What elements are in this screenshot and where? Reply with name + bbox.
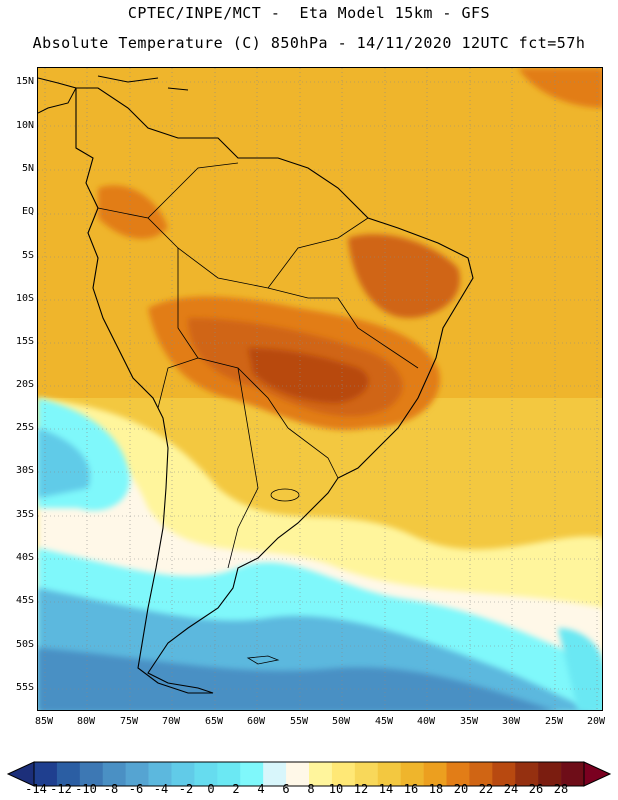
colorbar-cell	[171, 762, 195, 786]
lon-label-70w: 70W	[161, 716, 181, 727]
lon-label-20w: 20W	[586, 716, 606, 727]
lon-label-80w: 80W	[76, 716, 96, 727]
cold-pocket-pacific-core	[38, 428, 90, 498]
colorbar-label: 26	[528, 782, 544, 796]
colorbar-label: 14	[378, 782, 394, 796]
colorbar-cell	[331, 762, 356, 786]
map-title-line-1: CPTEC/INPE/MCT - Eta Model 15km - GFS	[127, 4, 491, 22]
colorbar-label: 18	[428, 782, 444, 796]
north-atlantic-warm-zone	[518, 68, 602, 108]
colorbar-label: -8	[103, 782, 119, 796]
colorbar-label: -2	[178, 782, 194, 796]
map-title-line-2: Absolute Temperature (C) 850hPa - 14/11/…	[32, 34, 586, 52]
colorbar-label: 12	[353, 782, 369, 796]
colorbar-label: 28	[553, 782, 569, 796]
colorbar-cell	[217, 762, 241, 786]
lat-label-5n: 5N	[21, 163, 34, 174]
country-borders	[97, 162, 419, 569]
deep-blue-band	[38, 648, 553, 710]
colorbar-cell	[354, 762, 379, 786]
east-cold-patch	[558, 628, 602, 710]
temperature-colorbar	[6, 761, 612, 787]
lat-label-35s: 35S	[15, 509, 34, 520]
colorbar-cell	[469, 762, 493, 786]
lon-label-65w: 65W	[204, 716, 224, 727]
central-america-coastline	[38, 77, 77, 114]
lat-label-55s: 55S	[15, 682, 34, 693]
colorbar-cell	[56, 762, 81, 786]
colorbar-cell	[125, 762, 149, 786]
colorbar-cell	[148, 762, 172, 786]
northeast-hot-zone	[348, 234, 460, 318]
colorbar-cell	[400, 762, 424, 786]
lat-label-15s: 15S	[15, 336, 34, 347]
colorbar-cell	[34, 762, 58, 786]
hot-zone-core	[248, 348, 369, 403]
colorbar-cell	[286, 762, 310, 786]
lat-label-10s: 10S	[15, 293, 34, 304]
colorbar-label: 24	[503, 782, 519, 796]
colorbar-cell	[423, 762, 447, 786]
lat-label-25s: 25S	[15, 422, 34, 433]
lon-label-50w: 50W	[331, 716, 351, 727]
lon-label-85w: 85W	[34, 716, 54, 727]
colorbar-cell	[309, 762, 333, 786]
colorbar-label: -12	[50, 782, 72, 796]
lon-label-60w: 60W	[246, 716, 266, 727]
colorbar-cell	[102, 762, 126, 786]
colorbar-label: 16	[403, 782, 419, 796]
colorbar-label: -14	[25, 782, 47, 796]
lat-label-50s: 50S	[15, 639, 34, 650]
lon-label-25w: 25W	[544, 716, 564, 727]
lat-label-40s: 40S	[15, 552, 34, 563]
caribbean-islands	[97, 75, 189, 91]
colorbar-label: 20	[453, 782, 469, 796]
lat-label-20s: 20S	[15, 379, 34, 390]
lat-label-10n: 10N	[15, 120, 34, 131]
colorbar-label: 10	[328, 782, 344, 796]
lon-label-55w: 55W	[289, 716, 309, 727]
lon-label-45w: 45W	[374, 716, 394, 727]
lon-label-40w: 40W	[416, 716, 436, 727]
temperature-map[interactable]	[37, 67, 603, 711]
colorbar-label: -6	[128, 782, 144, 796]
colorbar-label: 8	[307, 782, 315, 796]
temperature-field-svg	[38, 68, 602, 710]
lat-label-15n: 15N	[15, 76, 34, 87]
lon-label-35w: 35W	[459, 716, 479, 727]
lat-label-eq: EQ	[21, 206, 34, 217]
colorbar-cell	[240, 762, 264, 786]
colorbar-right-arrow	[583, 761, 612, 787]
lon-label-75w: 75W	[119, 716, 139, 727]
northwest-warm-zone	[98, 185, 168, 239]
graticule	[38, 68, 602, 710]
colorbar-cell	[446, 762, 470, 786]
colorbar-label: 0	[207, 782, 215, 796]
colorbar-label: 6	[282, 782, 290, 796]
lat-label-45s: 45S	[15, 595, 34, 606]
colorbar-cell	[194, 762, 218, 786]
lat-label-30s: 30S	[15, 465, 34, 476]
lon-label-30w: 30W	[501, 716, 521, 727]
colorbar-cell	[377, 762, 401, 786]
lagoa-dos-patos	[270, 488, 300, 502]
colorbar-cell	[79, 762, 104, 786]
colorbar-cell	[515, 762, 539, 786]
colorbar-label: 4	[257, 782, 265, 796]
colorbar-cell	[561, 762, 585, 786]
colorbar-label: -10	[75, 782, 97, 796]
south-america-coastline	[75, 87, 474, 694]
falkland-islands	[246, 655, 280, 665]
colorbar-cell	[263, 762, 287, 786]
colorbar-cells	[33, 761, 585, 787]
colorbar-label: -4	[153, 782, 169, 796]
colorbar-cell	[492, 762, 516, 786]
colorbar-label: 22	[478, 782, 494, 796]
colorbar-cell	[538, 762, 562, 786]
colorbar-label: 2	[232, 782, 240, 796]
lat-label-5s: 5S	[21, 250, 34, 261]
